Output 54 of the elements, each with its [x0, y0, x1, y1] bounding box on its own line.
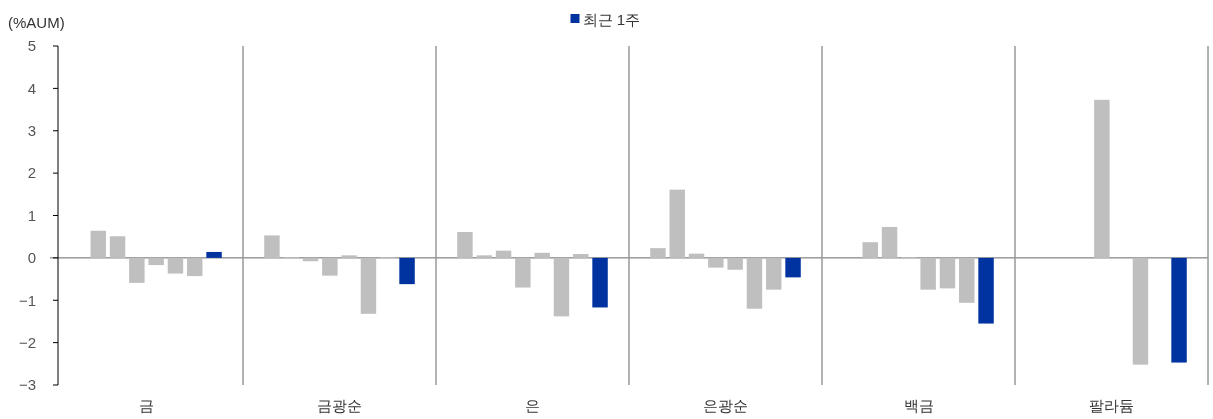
bar — [688, 253, 705, 258]
bar — [264, 235, 280, 258]
bar — [109, 236, 126, 258]
bar — [939, 257, 956, 289]
bar — [766, 257, 782, 290]
x-tick-label: 은 — [525, 397, 540, 414]
x-tick-label: 금광순 — [317, 397, 362, 414]
bar — [920, 257, 936, 290]
bar — [167, 257, 184, 274]
y-tick-label: −1 — [18, 291, 36, 309]
x-tick-label: 팔라듐 — [1089, 397, 1134, 414]
y-tick-label: −2 — [18, 333, 36, 351]
bar — [669, 189, 685, 258]
x-tick-label: 은광순 — [703, 397, 748, 414]
bar — [360, 257, 377, 314]
bar — [148, 257, 164, 266]
bar — [90, 230, 106, 258]
bar — [727, 257, 743, 270]
bar — [862, 242, 878, 258]
bar — [1132, 257, 1149, 365]
y-tick-label: 2 — [27, 164, 36, 182]
bar — [206, 251, 222, 258]
legend-label: 최근 1주 — [582, 11, 641, 29]
y-axis-title: (%AUM) — [8, 14, 65, 31]
bar — [573, 254, 589, 258]
bar — [534, 252, 550, 258]
y-tick-label: 1 — [27, 206, 36, 224]
bar — [746, 257, 763, 309]
bar — [708, 257, 724, 268]
bar — [1171, 257, 1187, 363]
bar — [129, 257, 145, 283]
bar — [592, 257, 608, 308]
x-tick-label: 금 — [139, 397, 154, 414]
bar — [650, 248, 666, 258]
bar — [399, 257, 415, 285]
x-tick-label: 백금 — [903, 397, 934, 414]
y-tick-label: 0 — [27, 249, 36, 267]
bar — [881, 226, 898, 258]
y-tick-label: 5 — [27, 37, 36, 55]
bar — [187, 257, 203, 277]
y-tick-label: −3 — [18, 376, 36, 394]
bar — [785, 257, 801, 278]
y-tick-label: 3 — [27, 122, 36, 139]
bar — [1094, 99, 1110, 258]
y-tick-label: 4 — [27, 79, 36, 97]
bar — [476, 255, 492, 258]
bar — [495, 250, 512, 258]
bar — [553, 257, 570, 317]
bar — [515, 257, 531, 288]
bar — [322, 257, 338, 276]
bar — [978, 257, 994, 324]
bar — [959, 257, 975, 303]
bar — [457, 232, 473, 258]
bar — [341, 255, 357, 258]
